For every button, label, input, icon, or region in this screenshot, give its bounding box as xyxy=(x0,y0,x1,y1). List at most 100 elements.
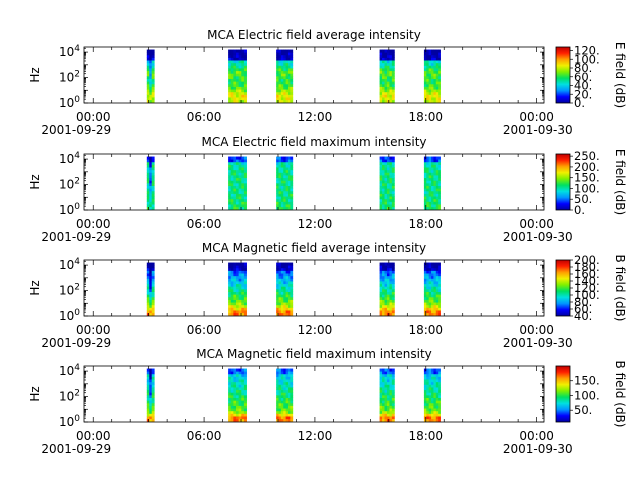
heatmap-cell xyxy=(276,57,279,61)
heatmap-cell xyxy=(241,265,245,269)
heatmap-cell xyxy=(283,307,287,311)
heatmap-cell xyxy=(423,60,427,64)
heatmap-cell xyxy=(285,161,289,165)
heatmap-cell xyxy=(228,283,232,287)
heatmap-cell xyxy=(288,164,291,168)
heatmap-cell xyxy=(391,172,395,176)
heatmap-cell xyxy=(435,416,439,420)
heatmap-cell xyxy=(435,94,439,98)
heatmap-cell xyxy=(278,381,282,385)
heatmap-cell xyxy=(384,376,388,380)
heatmap-cell xyxy=(288,196,291,200)
heatmap-cell xyxy=(278,283,282,287)
heatmap-cell xyxy=(290,288,294,292)
heatmap-cell xyxy=(285,182,289,186)
heatmap-cell xyxy=(241,180,245,184)
heatmap-cell xyxy=(236,394,240,398)
heatmap-cell xyxy=(230,193,234,197)
heatmap-cell xyxy=(288,413,291,417)
heatmap-cell xyxy=(391,291,395,295)
heatmap-cell xyxy=(391,262,395,266)
heatmap-cell xyxy=(384,281,388,285)
heatmap-cell xyxy=(151,307,155,311)
heatmap-cell xyxy=(228,156,232,160)
heatmap-cell xyxy=(233,198,237,202)
colorbar: 40.60.80.100.120.140.160.180.200. B field… xyxy=(555,253,627,323)
heatmap-cell xyxy=(428,368,432,372)
heatmap-cell xyxy=(389,389,393,393)
heatmap-cell xyxy=(426,402,430,406)
heatmap-cell xyxy=(435,262,439,266)
heatmap-cell xyxy=(283,188,287,192)
heatmap-cell xyxy=(435,156,439,160)
heatmap-cell xyxy=(233,262,237,266)
heatmap-cell xyxy=(233,156,237,160)
heatmap-cell xyxy=(423,267,427,271)
heatmap-cell xyxy=(428,307,432,311)
heatmap-cell xyxy=(433,392,437,396)
x-tick-date: 2001-09-29 xyxy=(41,230,111,244)
heatmap-cell xyxy=(426,312,430,316)
heatmap-cell xyxy=(278,86,282,90)
heatmap-cell xyxy=(276,389,279,393)
heatmap-cell xyxy=(426,265,430,269)
heatmap-cell xyxy=(426,156,430,160)
heatmap-cell xyxy=(236,275,240,279)
heatmap-cell xyxy=(243,270,247,274)
heatmap-cell xyxy=(280,78,284,82)
heatmap-cell xyxy=(149,52,153,56)
heatmap-cell xyxy=(288,310,291,314)
panel-title: MCA Electric field maximum intensity xyxy=(201,135,426,149)
heatmap-cell xyxy=(285,397,289,401)
heatmap-cell xyxy=(276,408,279,412)
heatmap-cell xyxy=(433,283,437,287)
heatmap-cell xyxy=(238,296,242,300)
heatmap-cell xyxy=(283,302,287,306)
heatmap-cell xyxy=(283,381,287,385)
heatmap-cell xyxy=(283,310,287,314)
heatmap-cell xyxy=(382,413,385,417)
heatmap-cell xyxy=(391,413,395,417)
heatmap-cell xyxy=(435,296,439,300)
heatmap-cell xyxy=(151,188,155,192)
heatmap-cell xyxy=(149,65,153,69)
heatmap-cell xyxy=(230,273,234,277)
heatmap-cell xyxy=(391,204,395,208)
heatmap-cell xyxy=(149,413,153,417)
heatmap-cell xyxy=(382,302,385,306)
heatmap-cell xyxy=(435,418,439,422)
heatmap-cell xyxy=(435,193,439,197)
heatmap-cell xyxy=(288,384,291,388)
heatmap-cell xyxy=(435,68,439,72)
heatmap-cell xyxy=(243,97,247,101)
heatmap-cell xyxy=(276,379,279,383)
heatmap-cell xyxy=(230,418,234,422)
heatmap-cell xyxy=(276,410,279,414)
heatmap-cell xyxy=(280,94,284,98)
x-tick-label: 12:00 xyxy=(298,217,333,231)
heatmap-cell xyxy=(389,167,393,171)
heatmap-cell xyxy=(228,273,232,277)
heatmap-cell xyxy=(426,281,430,285)
heatmap-cell xyxy=(238,307,242,311)
heatmap-cell xyxy=(241,273,245,277)
heatmap-cell xyxy=(280,68,284,72)
heatmap-cell xyxy=(146,196,150,200)
heatmap-cell xyxy=(391,159,395,163)
heatmap-cell xyxy=(423,49,427,53)
heatmap-cell xyxy=(423,392,427,396)
heatmap-cell xyxy=(149,278,153,282)
heatmap-cell xyxy=(391,278,395,282)
heatmap-cell xyxy=(379,312,383,316)
heatmap-cell xyxy=(149,188,153,192)
heatmap-cell xyxy=(285,278,289,282)
heatmap-cell xyxy=(391,389,395,393)
heatmap-cell xyxy=(428,402,432,406)
heatmap-cell xyxy=(386,156,390,160)
heatmap-cell xyxy=(384,307,388,311)
heatmap-cell xyxy=(151,267,155,271)
heatmap-cell xyxy=(384,70,388,74)
heatmap-cell xyxy=(280,204,284,208)
heatmap-cell xyxy=(391,283,395,287)
heatmap-cell xyxy=(233,267,237,271)
